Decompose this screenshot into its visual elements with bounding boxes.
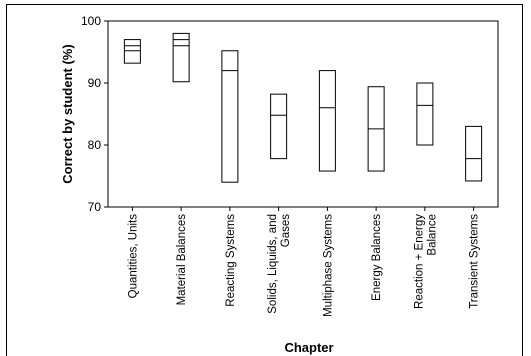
x-category-label: Reacting Systems: [225, 214, 237, 307]
x-axis-title: Chapter: [284, 340, 333, 355]
y-axis-title: Correct by student (%): [60, 44, 75, 183]
box-7: [465, 125, 483, 182]
y-tick-label: 80: [88, 138, 102, 152]
box-4: [318, 70, 336, 172]
x-category-label: Multiphase Systems: [322, 214, 334, 317]
box-2: [221, 50, 239, 183]
y-tick-label: 100: [81, 14, 101, 28]
x-category-label: Balance: [426, 214, 438, 256]
y-axis-ticks: 70 80 90 100: [81, 14, 108, 214]
box-1: [172, 32, 190, 83]
x-category-label: Quantities, Units: [127, 214, 139, 299]
plot-area: [107, 20, 499, 208]
box-6: [416, 82, 434, 146]
x-category-label: Solids, Liquids, and: [267, 214, 279, 314]
box-series: [123, 32, 483, 211]
box-0: [123, 39, 141, 64]
y-tick-label: 70: [88, 200, 102, 214]
y-tick-label: 90: [88, 76, 102, 90]
x-category-label: Transient Systems: [469, 214, 481, 309]
x-axis-labels: Quantities, Units Material Balances Reacti…: [127, 214, 480, 317]
box-3: [270, 93, 288, 160]
x-category-label: Reaction + Energy: [413, 214, 425, 309]
x-category-label: Gases: [280, 214, 292, 247]
x-category-label: Material Balances: [176, 214, 188, 306]
x-category-label: Energy Balances: [371, 214, 383, 301]
